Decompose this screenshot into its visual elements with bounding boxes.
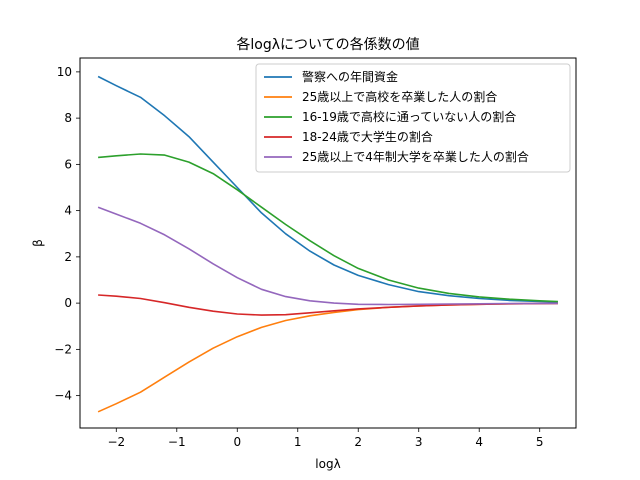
x-tick-label: 2 (354, 435, 362, 449)
x-tick-label: 5 (536, 435, 544, 449)
series-line-3 (98, 153, 558, 303)
series-layer (97, 75, 558, 413)
legend-box (255, 63, 571, 173)
y-tick-label: 10 (57, 65, 72, 79)
x-tick-label: 3 (415, 435, 423, 449)
legend: 警察への年間資金 25歳以上で高校を卒業した人の割合 16-19歳で高校に通っていな… (255, 63, 571, 173)
x-tick-label: 4 (475, 435, 483, 449)
y-tick-label: 6 (64, 157, 72, 171)
y-tick-label: 0 (64, 296, 72, 310)
x-tick-label: −1 (168, 435, 186, 449)
chart-title: 各logλについての各係数の値 (236, 37, 419, 53)
y-tick-label: 4 (64, 204, 72, 218)
x-tick-label: −2 (107, 435, 125, 449)
series-line-1 (97, 75, 558, 303)
x-tick-label: 1 (294, 435, 302, 449)
legend-label: 25歳以上で4年制大学を卒業した人の割合 (302, 149, 529, 164)
x-axis: −2 −1 0 1 2 3 4 5 (107, 428, 544, 449)
x-axis-label: logλ (315, 457, 340, 471)
y-axis-label: β (31, 239, 45, 247)
y-tick-label: −4 (54, 389, 72, 403)
plot-frame (79, 57, 577, 429)
y-tick-label: −2 (54, 342, 72, 356)
legend-label: 16-19歳で高校に通っていない人の割合 (302, 109, 516, 124)
legend-label: 25歳以上で高校を卒業した人の割合 (302, 89, 497, 104)
series-line-5 (97, 206, 558, 306)
legend-label: 警察への年間資金 (302, 69, 398, 84)
y-tick-label: 8 (64, 111, 72, 125)
legend-label: 18-24歳で大学生の割合 (302, 129, 433, 144)
y-axis: −4 −2 0 2 4 6 8 10 (54, 65, 80, 403)
y-tick-label: 2 (64, 250, 72, 264)
x-tick-label: 0 (233, 435, 241, 449)
